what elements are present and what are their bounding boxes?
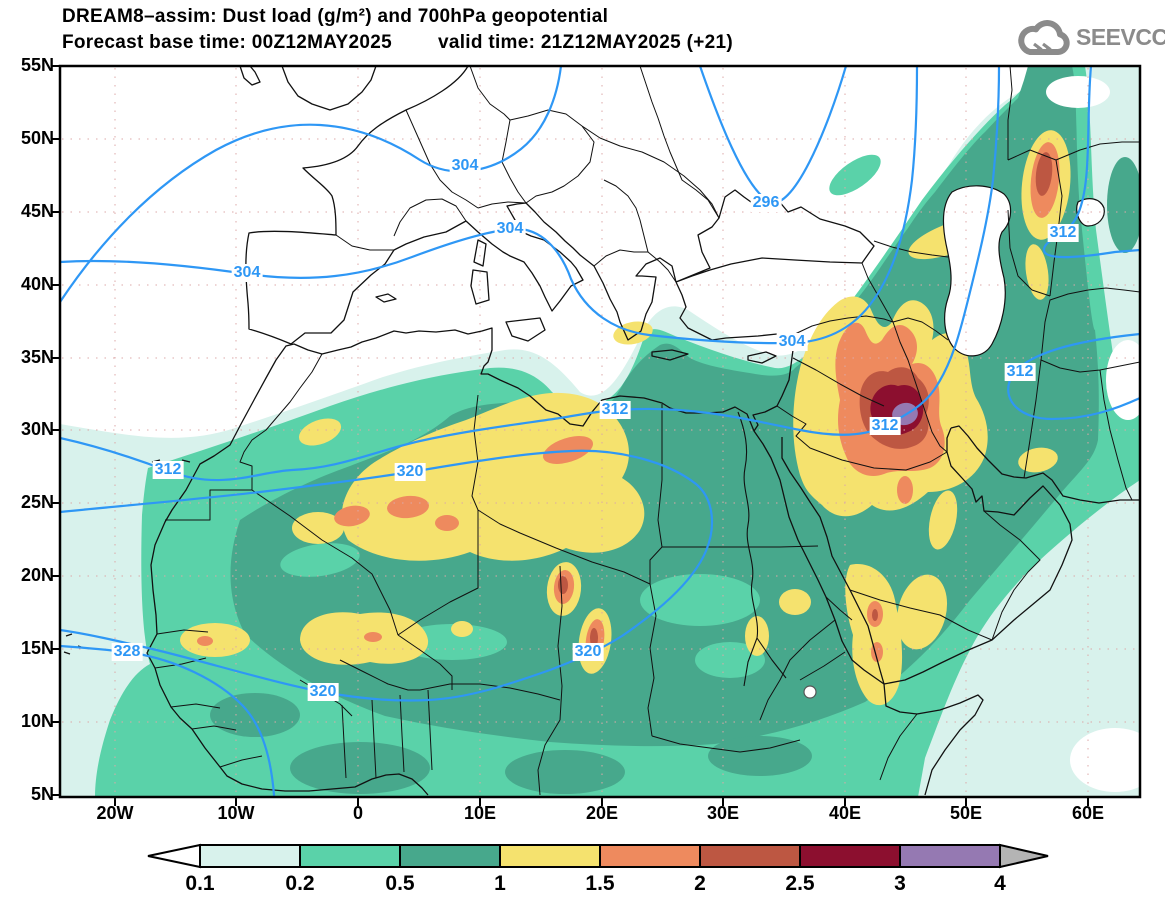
colorbar xyxy=(147,843,1049,869)
lat-tick-label: 45N xyxy=(20,201,54,221)
contour-label: 312 xyxy=(152,461,184,479)
contour-304-south xyxy=(60,66,919,345)
contour-label: 296 xyxy=(750,194,782,212)
lon-tick-label: 0 xyxy=(352,803,364,823)
lon-tick-label: 20W xyxy=(96,803,134,823)
contour-320 xyxy=(60,449,713,702)
lon-tick-label: 50E xyxy=(949,803,983,823)
dust-load-layers xyxy=(60,66,1140,797)
forecast-base-time: Forecast base time: 00Z12MAY2025 xyxy=(62,32,392,53)
seevccc-logo: SEEVCCC xyxy=(1014,14,1165,60)
contour-label: 304 xyxy=(776,333,808,351)
contour-label: 312 xyxy=(1004,363,1036,381)
page-subtitle: Forecast base time: 00Z12MAY2025 valid ti… xyxy=(62,32,733,54)
axis-ticks xyxy=(51,65,1089,806)
plot-frame xyxy=(58,64,1142,799)
colorbar-value: 2 xyxy=(694,872,706,895)
logo-text: SEEVCCC xyxy=(1076,23,1165,50)
country-borders xyxy=(154,66,1140,796)
contour-label: 304 xyxy=(449,157,481,175)
lat-tick-label: 5N xyxy=(30,784,54,804)
lat-tick-label: 35N xyxy=(20,347,54,367)
lat-tick-label: 50N xyxy=(20,128,54,148)
colorbar-value: 2.5 xyxy=(785,872,815,895)
contour-label: 304 xyxy=(231,264,263,282)
contour-312-iran xyxy=(1007,332,1140,421)
contour-312-main xyxy=(60,66,1001,482)
contour-label: 312 xyxy=(1047,224,1079,242)
contour-296 xyxy=(698,66,848,204)
title-text: DREAM8–assim: Dust load (g/m²) and 700hP… xyxy=(62,6,609,27)
colorbar-value: 0.5 xyxy=(385,872,415,895)
caspian-sea xyxy=(942,185,1012,357)
lat-tick-label: 15N xyxy=(20,638,54,658)
contour-label: 320 xyxy=(572,643,604,661)
lat-tick-label: 20N xyxy=(20,565,54,585)
colorbar-value: 0.1 xyxy=(185,872,215,895)
colorbar-value: 4 xyxy=(994,872,1006,895)
contour-328 xyxy=(60,644,276,797)
water-bodies xyxy=(803,76,1140,792)
lat-tick-label: 25N xyxy=(20,492,54,512)
page-title: DREAM8–assim: Dust load (g/m²) and 700hP… xyxy=(62,6,608,28)
cloud-icon xyxy=(1018,20,1070,55)
lon-tick-label: 40E xyxy=(828,803,862,823)
contour-label: 328 xyxy=(111,643,143,661)
contour-label: 320 xyxy=(394,463,426,481)
lat-tick-label: 30N xyxy=(20,419,54,439)
lat-tick-label: 10N xyxy=(20,711,54,731)
lon-tick-label: 10W xyxy=(217,803,255,823)
contour-label: 312 xyxy=(599,401,631,419)
coastlines xyxy=(63,66,1140,796)
lake-tana xyxy=(803,685,817,699)
colorbar-value: 0.2 xyxy=(285,872,315,895)
contour-label: 312 xyxy=(869,417,901,435)
contour-label: 304 xyxy=(494,220,526,238)
colorbar-value: 3 xyxy=(894,872,906,895)
lon-tick-label: 60E xyxy=(1071,803,1105,823)
colorbar-value: 1.5 xyxy=(585,872,615,895)
lat-tick-label: 40N xyxy=(20,274,54,294)
lon-tick-label: 30E xyxy=(706,803,740,823)
valid-time: valid time: 21Z12MAY2025 (+21) xyxy=(437,32,733,53)
colorbar-value: 1 xyxy=(494,872,506,895)
lon-tick-label: 10E xyxy=(463,803,497,823)
lat-tick-label: 55N xyxy=(20,55,54,75)
contour-304-north xyxy=(60,66,563,304)
contour-label: 320 xyxy=(307,683,339,701)
lon-tick-label: 20E xyxy=(585,803,619,823)
